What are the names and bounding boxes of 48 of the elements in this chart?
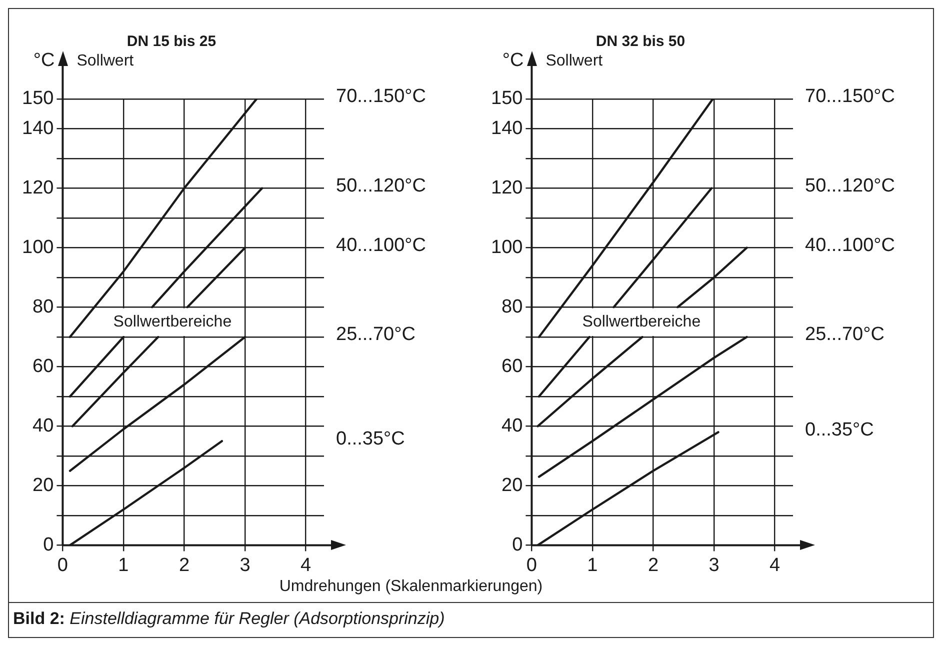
y-tick-label: 100 bbox=[22, 236, 54, 258]
y-tick-label: 60 bbox=[502, 356, 523, 377]
y-tick-label: 0 bbox=[512, 534, 523, 556]
x-tick-label: 3 bbox=[240, 554, 250, 576]
x-tick-label: 4 bbox=[769, 554, 780, 576]
y-tick-label: 80 bbox=[502, 296, 523, 318]
y-tick-label: 150 bbox=[491, 88, 523, 110]
x-tick-label: 3 bbox=[708, 554, 720, 576]
text: °C bbox=[33, 50, 55, 72]
chart-title: DN 15 bis 25 bbox=[126, 33, 216, 50]
text: 50...120°C bbox=[805, 175, 895, 196]
y-tick-label: 120 bbox=[22, 177, 54, 198]
y-tick-label: 40 bbox=[32, 415, 54, 436]
text: 25...70°C bbox=[336, 324, 416, 346]
text: 70...150°C bbox=[805, 86, 895, 108]
x-tick-label: 0 bbox=[526, 554, 537, 576]
text: 0...35°C bbox=[805, 419, 874, 440]
y-tick-label: 120 bbox=[491, 177, 523, 198]
text: Bild 2: Einstelldiagramme für Regler (Adsorptionsprinzip) bbox=[13, 609, 445, 628]
y-tick-label: 60 bbox=[32, 356, 54, 377]
text: 40...100°C bbox=[336, 234, 426, 256]
x-axis-title: Umdrehungen (Skalenmarkierungen) bbox=[278, 578, 544, 596]
x-tick-label: 1 bbox=[587, 554, 598, 576]
y-tick-label: 40 bbox=[502, 415, 523, 436]
text: 0...35°C bbox=[336, 428, 405, 450]
text: 50...120°C bbox=[336, 175, 426, 196]
x-tick-label: 2 bbox=[178, 554, 190, 576]
x-tick-label: 0 bbox=[57, 554, 68, 576]
text: 25...70°C bbox=[805, 324, 884, 346]
y-axis-title: Sollwert bbox=[76, 52, 134, 70]
y-tick-label: 100 bbox=[491, 236, 523, 258]
annotation: Sollwertbereiche bbox=[113, 314, 232, 331]
y-tick-label: 20 bbox=[32, 474, 54, 496]
x-tick-label: 2 bbox=[648, 554, 659, 576]
y-tick-label: 140 bbox=[491, 118, 523, 139]
y-tick-label: 80 bbox=[32, 296, 54, 318]
annotation: Sollwertbereiche bbox=[582, 314, 701, 331]
chart-title: DN 32 bis 50 bbox=[596, 33, 686, 50]
text: 70...150°C bbox=[336, 86, 426, 108]
x-tick-label: 4 bbox=[300, 554, 312, 576]
y-tick-label: 0 bbox=[43, 534, 54, 556]
x-tick-label: 1 bbox=[118, 554, 129, 576]
text: °C bbox=[502, 50, 524, 72]
y-tick-label: 20 bbox=[502, 474, 523, 496]
y-tick-label: 150 bbox=[22, 88, 54, 110]
text: 40...100°C bbox=[805, 234, 895, 256]
y-axis-title: Sollwert bbox=[546, 52, 604, 70]
y-tick-label: 140 bbox=[22, 118, 54, 139]
